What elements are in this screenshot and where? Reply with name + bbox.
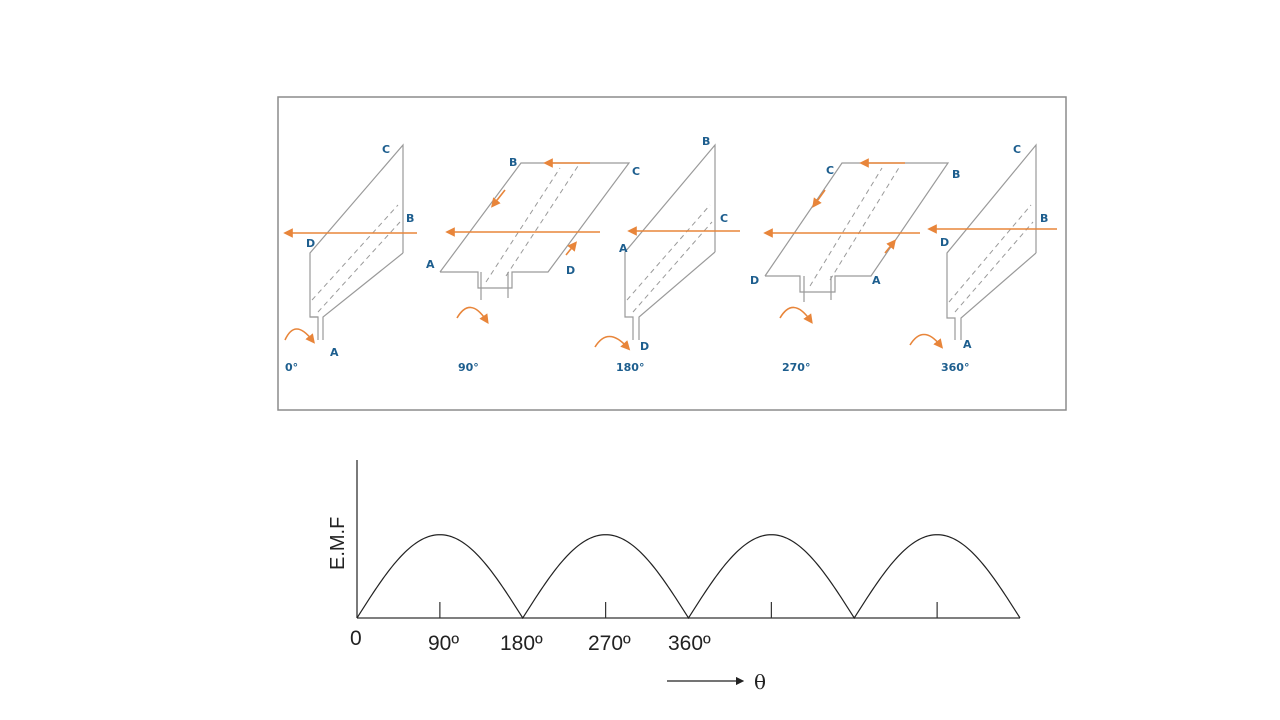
coil0-label-c: C <box>382 143 390 156</box>
tick-label-360: 360º <box>668 632 711 655</box>
coil-270deg: C B D A 270° <box>750 158 960 374</box>
x-axis-label: θ <box>754 670 766 694</box>
coil0-label-d: D <box>306 237 315 250</box>
coil1-label-c: C <box>632 165 640 178</box>
coil2-label-c: C <box>720 212 728 225</box>
coil4-label-a: A <box>963 338 972 351</box>
coil1-label-d: D <box>566 264 575 277</box>
coil3-label-a: A <box>872 274 881 287</box>
emf-curve <box>356 534 1021 620</box>
emf-graph: E.M.F 0 90º 180º 270º 360º θ <box>327 460 1021 694</box>
x-axis-ticks <box>439 602 938 618</box>
tick-label-0: 0 <box>350 627 362 650</box>
coil1-label-a: A <box>426 258 435 271</box>
coil3-label-b: B <box>952 168 960 181</box>
coil-frame <box>277 96 1067 411</box>
coil3-label-d: D <box>750 274 759 287</box>
coil2-label-b: B <box>702 135 710 148</box>
tick-label-180: 180º <box>500 632 543 655</box>
angle-label-270: 270° <box>782 361 810 374</box>
coil-180deg: B C A D 180° <box>594 135 740 374</box>
coil0-label-a: A <box>330 346 339 359</box>
coil4-label-d: D <box>940 236 949 249</box>
tick-label-90: 90º <box>428 632 459 655</box>
angle-label-90: 90° <box>458 361 479 374</box>
y-axis-label: E.M.F <box>327 517 349 570</box>
coil4-label-c: C <box>1013 143 1021 156</box>
angle-label-0: 0° <box>285 361 298 374</box>
coil3-label-c: C <box>826 164 834 177</box>
coil4-label-b: B <box>1040 212 1048 225</box>
coil0-label-b: B <box>406 212 414 225</box>
coil-90deg: B C A D 90° <box>426 156 640 374</box>
angle-label-180: 180° <box>616 361 644 374</box>
coil2-label-a: A <box>619 242 628 255</box>
coil2-label-d: D <box>640 340 649 353</box>
coil-0deg: C B D A 0° <box>283 143 417 374</box>
coil-360deg: C B D A 360° <box>909 143 1057 374</box>
coil1-label-b: B <box>509 156 517 169</box>
tick-label-270: 270º <box>588 632 631 655</box>
angle-label-360: 360° <box>941 361 969 374</box>
